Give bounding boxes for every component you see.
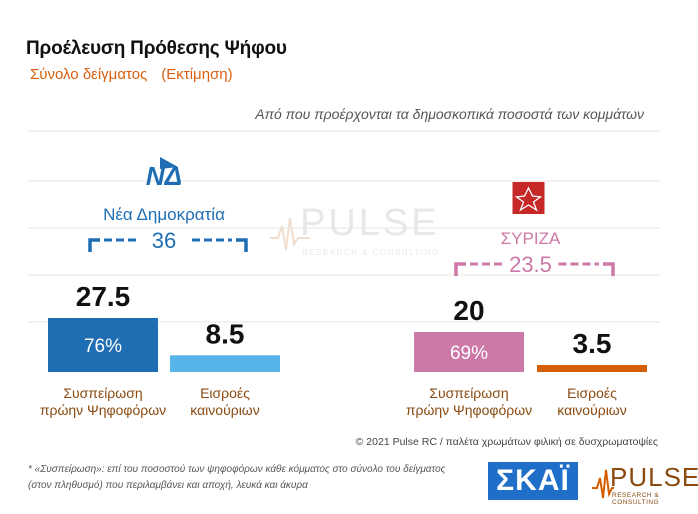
footnote: * «Συσπείρωση»: επί του ποσοστού των ψηφ… [28, 464, 446, 491]
bar-value-label: 3.5 [573, 328, 612, 359]
bar-value-label: 20 [453, 295, 484, 326]
category-label: Εισροές [567, 385, 617, 401]
category-label: καινούριων [190, 402, 259, 418]
category-label: Εισροές [200, 385, 250, 401]
bar-value-label: 27.5 [76, 281, 131, 312]
syriza-star-icon [514, 186, 543, 212]
category-label: πρώην Ψηφοφόρων [406, 402, 532, 418]
bar [414, 332, 524, 372]
pulse-watermark: PULSE RESEARCH & CONSULTING [270, 202, 440, 262]
skai-logo: ΣΚΑΪ [488, 462, 578, 500]
copyright: © 2021 Pulse RC / παλέτα χρωμάτων φιλική… [355, 436, 658, 448]
pulse-logo-sub: RESEARCH & CONSULTING [612, 492, 660, 506]
nd-flag-icon [160, 157, 178, 169]
party-total: 23.5 [509, 252, 552, 277]
watermark-sub: RESEARCH & CONSULTING [302, 248, 440, 257]
bar [48, 318, 158, 372]
party-total: 36 [152, 228, 176, 253]
bracket-left-icon [88, 238, 100, 252]
bar-share-label: 76% [84, 336, 122, 357]
bracket-right-icon [236, 238, 248, 252]
bar [537, 365, 647, 372]
pulse-logo-wave-icon [592, 469, 614, 499]
category-label: Συσπείρωση [63, 385, 142, 401]
pulse-logo: PULSE RESEARCH & CONSULTING [592, 462, 698, 506]
pulse-wave-icon [270, 217, 310, 251]
chart-question: Από που προέρχονται τα δημοσκοπικά ποσοσ… [255, 106, 644, 122]
party-name: ΣΥΡΙΖΑ [501, 229, 561, 248]
category-label: καινούριων [557, 402, 626, 418]
bar-value-label: 8.5 [206, 318, 245, 349]
pulse-logo-word: PULSE [610, 462, 698, 492]
chart-subtitle: Σύνολο δείγματος (Εκτίμηση) [30, 66, 233, 83]
chart-title: Προέλευση Πρόθεσης Ψήφου [26, 38, 287, 59]
bracket-right-icon [603, 262, 615, 276]
bar-share-label: 69% [450, 343, 488, 364]
category-label: πρώην Ψηφοφόρων [40, 402, 166, 418]
subtitle-text: Σύνολο δείγματος [30, 66, 148, 83]
subtitle-note: (Εκτίμηση) [161, 66, 233, 83]
watermark-word: PULSE [300, 202, 440, 244]
bracket-left-icon [454, 262, 466, 276]
party-name: Νέα Δημοκρατία [103, 205, 225, 224]
category-label: Συσπείρωση [429, 385, 508, 401]
bar [170, 355, 280, 372]
